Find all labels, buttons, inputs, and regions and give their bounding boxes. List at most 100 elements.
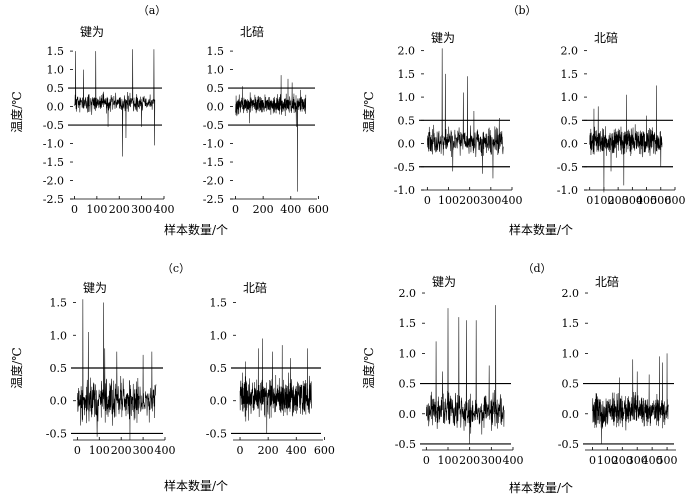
- x-tick-label: 300: [627, 454, 648, 467]
- x-tick-label: 200: [459, 194, 480, 207]
- x-tick-label: 400: [503, 454, 524, 467]
- series-line: [589, 85, 663, 193]
- x-tick-label: 0: [424, 194, 431, 207]
- y-tick-label: -1.5: [43, 156, 64, 169]
- y-tick-label: -2.0: [43, 175, 64, 188]
- y-tick-label: -1.0: [203, 138, 224, 151]
- x-tick-label: 200: [608, 194, 629, 207]
- y-tick-label: 1.0: [561, 91, 579, 104]
- y-tick-label: 0.0: [207, 101, 225, 114]
- series-line: [426, 305, 505, 444]
- y-tick-label: 2.0: [562, 287, 580, 300]
- y-tick-label: 0.0: [50, 395, 68, 408]
- y-tick-label: 2.0: [561, 45, 579, 58]
- station-title: 北碚: [594, 30, 618, 45]
- x-tick-label: 600: [308, 203, 329, 216]
- chart-5: 键为 -0.5 0.0 0.5 1.0 1.5 0 100 200 300 400: [46, 281, 176, 457]
- x-tick-label: 100: [438, 194, 459, 207]
- y-tick-label: -0.5: [203, 119, 224, 132]
- x-tick-label: 500: [657, 454, 678, 467]
- x-tick-label: 100: [86, 203, 107, 216]
- x-tick-label: 400: [502, 194, 523, 207]
- chart-7: 键为 -0.5 0.0 0.5 1.0 1.5 2.0 0 100 200 300 400: [395, 275, 524, 467]
- y-tick-label: 1.0: [210, 329, 228, 342]
- y-tick-label: -0.5: [43, 119, 64, 132]
- chart-6: 北碚 -0.5 0.0 0.5 1.0 1.5 0 200 400 600: [206, 280, 335, 457]
- chart-2: 北碚 -2.5 -2.0 -1.5 -1.0 -0.5 0.0 0.5 1.0 1.5 0 200 40…: [203, 24, 329, 216]
- x-tick-label: 200: [111, 444, 132, 457]
- station-title: 键为: [432, 275, 456, 289]
- series-line: [592, 353, 669, 444]
- y-tick-label: 0.0: [561, 138, 579, 151]
- y-axis-title-a: 温度/℃: [9, 91, 24, 132]
- x-tick-label: 300: [480, 194, 501, 207]
- x-tick-label: 100: [597, 454, 618, 467]
- y-tick-label: 0.5: [207, 82, 225, 95]
- y-tick-label: 1.5: [399, 317, 417, 330]
- chart-1: 键为 -2.5 -2.0 -1.5 -1.0 -0.5 0.0 0.5 1.0 1.5 0 100 20…: [43, 25, 175, 216]
- y-tick-label: -0.5: [394, 161, 415, 174]
- y-tick-label: 1.0: [399, 347, 417, 360]
- x-tick-label: 300: [131, 203, 152, 216]
- x-tick-label: 0: [232, 203, 239, 216]
- y-tick-label: 0.5: [47, 82, 65, 95]
- station-title: 键为: [83, 281, 107, 295]
- y-tick-label: -0.5: [557, 161, 578, 174]
- x-tick-label: 200: [253, 203, 274, 216]
- y-tick-label: -2.5: [203, 193, 224, 206]
- panel-label-a: （a）: [138, 4, 167, 17]
- x-tick-label: 100: [438, 454, 459, 467]
- y-tick-label: -0.5: [395, 438, 416, 451]
- x-axis-title-c: 样本数量/个: [164, 478, 228, 493]
- station-title: 北碚: [595, 274, 619, 289]
- y-tick-label: -1.0: [394, 184, 415, 197]
- x-tick-label: 500: [650, 194, 671, 207]
- series-line: [427, 48, 504, 179]
- y-tick-label: 0.5: [399, 378, 417, 391]
- x-axis-title-a: 样本数量/个: [164, 222, 228, 237]
- x-tick-label: 400: [642, 454, 663, 467]
- y-tick-label: 1.0: [562, 347, 580, 360]
- station-title: 键为: [80, 25, 104, 39]
- y-axis-title-d: 温度/℃: [361, 347, 376, 388]
- x-tick-label: 400: [286, 444, 307, 457]
- y-tick-label: 0.5: [210, 362, 228, 375]
- chart-4: 北碚 -1.0 -0.5 0.0 0.5 1.0 1.5 2.0 0 10020030040050…: [557, 30, 686, 207]
- y-tick-label: 0.0: [47, 101, 65, 114]
- panel-label-d: （d）: [522, 262, 551, 275]
- panel-label-b: （b）: [507, 4, 536, 17]
- x-tick-label: 100: [89, 444, 110, 457]
- y-tick-label: -0.5: [206, 427, 227, 440]
- series-line: [235, 75, 307, 192]
- x-tick-label: 400: [636, 194, 657, 207]
- y-tick-label: 1.5: [210, 297, 228, 310]
- x-tick-label: 0: [423, 454, 430, 467]
- x-tick-label: 300: [133, 444, 154, 457]
- y-tick-label: -1.0: [43, 138, 64, 151]
- x-tick-label: 200: [612, 454, 633, 467]
- y-axis-title-b: 温度/℃: [361, 91, 376, 132]
- y-tick-label: 2.0: [398, 45, 416, 58]
- x-tick-label: 400: [154, 203, 175, 216]
- series-line: [239, 338, 312, 434]
- station-title: 键为: [431, 31, 455, 45]
- plots: 键为-2.5-2.0-1.5-1.0-0.50.00.51.01.50 100 20…: [43, 24, 686, 467]
- x-tick-label: 200: [258, 444, 279, 457]
- y-tick-label: 0.5: [561, 114, 579, 127]
- y-tick-label: 0.0: [398, 138, 416, 151]
- x-axis-title-d: 样本数量/个: [509, 480, 573, 495]
- y-tick-label: 1.5: [561, 68, 579, 81]
- x-tick-label: 300: [622, 194, 643, 207]
- panel-label-c: （c）: [162, 262, 190, 275]
- y-axis-title-c: 温度/℃: [9, 347, 24, 388]
- y-tick-label: 0.0: [562, 408, 580, 421]
- x-tick-label: 0: [74, 444, 81, 457]
- station-title: 北碚: [243, 280, 267, 295]
- y-tick-label: 0.0: [210, 395, 228, 408]
- x-tick-label: 0: [586, 194, 593, 207]
- y-tick-label: -2.5: [43, 193, 64, 206]
- x-tick-label: 100: [593, 194, 614, 207]
- series-line: [74, 49, 156, 157]
